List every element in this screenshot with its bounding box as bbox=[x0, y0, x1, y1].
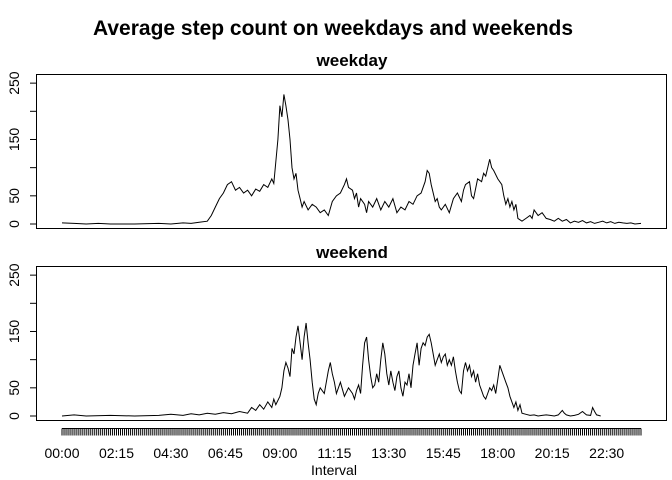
x-tick-label: 06:45 bbox=[208, 445, 243, 461]
panel-frame-weekday bbox=[36, 74, 667, 229]
x-tick-label: 04:30 bbox=[153, 445, 188, 461]
series-line-weekend bbox=[61, 322, 601, 417]
series-line-weekday bbox=[61, 94, 642, 225]
panel-weekday: weekday 0 50 150 250 bbox=[6, 51, 667, 229]
y-axis-weekend: 0 50 150 250 bbox=[6, 263, 37, 420]
x-tick-label: 00:00 bbox=[44, 445, 79, 461]
x-axis-label: Interval bbox=[311, 462, 357, 478]
x-tick-label: 09:00 bbox=[262, 445, 297, 461]
x-tick-label: 20:15 bbox=[535, 445, 570, 461]
y-tick-label: 50 bbox=[6, 380, 22, 396]
panel-frame-weekend bbox=[36, 266, 667, 421]
panel-title-weekday: weekday bbox=[316, 51, 388, 70]
x-tick-label: 15:45 bbox=[426, 445, 461, 461]
y-axis-weekday: 0 50 150 250 bbox=[6, 71, 37, 228]
panel-weekend: weekend 0 50 150 250 bbox=[6, 243, 667, 421]
x-tick-label: 11:15 bbox=[317, 445, 351, 461]
x-tick-label: 02:15 bbox=[99, 445, 134, 461]
y-tick-label: 0 bbox=[6, 412, 22, 420]
y-tick-label: 0 bbox=[6, 220, 22, 228]
x-axis: 00:00 02:15 04:30 06:45 09:00 11:15 13:30 15:45… bbox=[44, 428, 642, 461]
x-tick-label: 22:30 bbox=[589, 445, 624, 461]
y-tick-label: 250 bbox=[6, 71, 22, 95]
x-tick-label: 18:00 bbox=[480, 445, 515, 461]
x-tick-label: 13:30 bbox=[371, 445, 406, 461]
y-tick-label: 150 bbox=[6, 128, 22, 152]
y-tick-label: 250 bbox=[6, 263, 22, 287]
y-tick-label: 150 bbox=[6, 320, 22, 344]
chart-title: Average step count on weekdays and weeke… bbox=[93, 17, 573, 40]
panel-title-weekend: weekend bbox=[315, 243, 388, 262]
y-tick-label: 50 bbox=[6, 188, 22, 204]
